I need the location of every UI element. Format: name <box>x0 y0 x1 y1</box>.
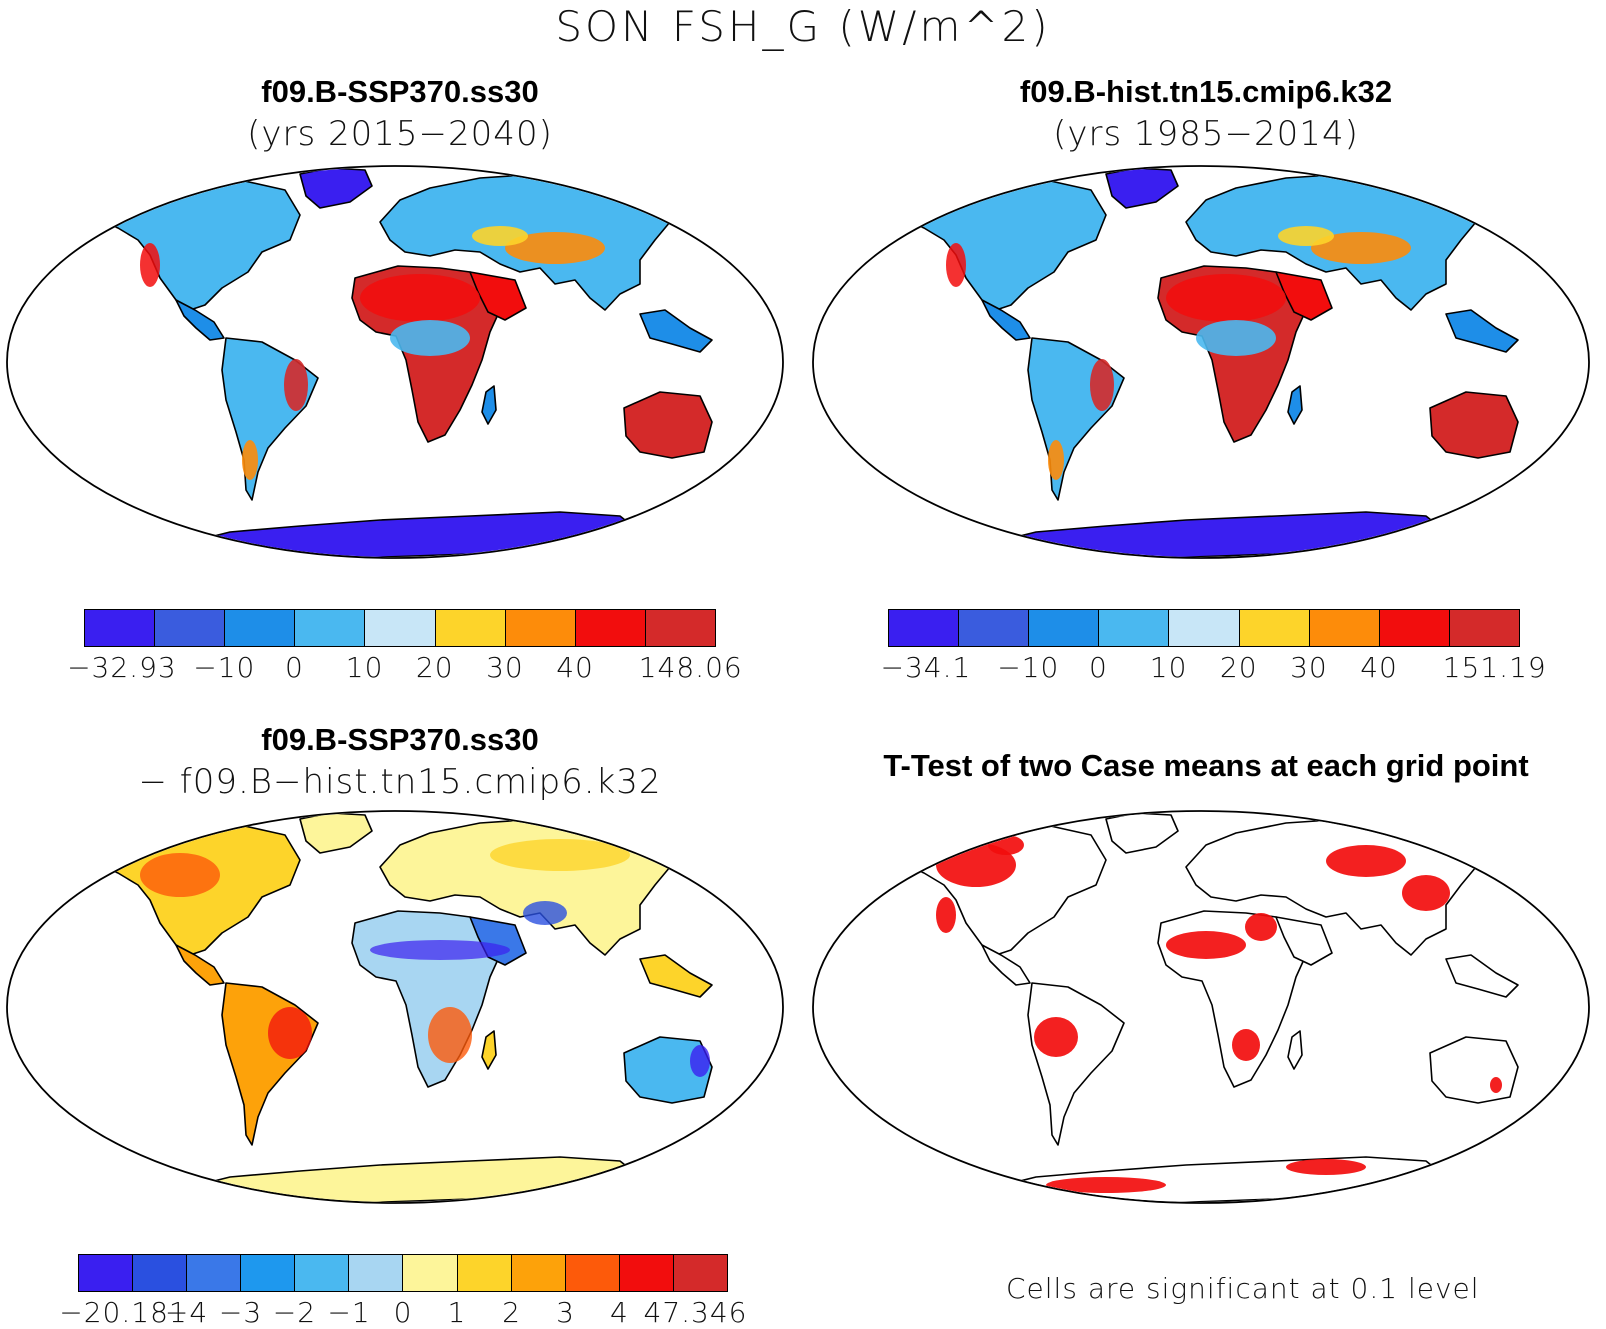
colorbar-label: 1 <box>447 1296 467 1329</box>
colorbar-label: 40 <box>556 651 594 684</box>
colorbar-cell <box>1169 610 1240 646</box>
panel3-title: f09.B-SSP370.ss30 <box>261 722 539 757</box>
colorbar-cell <box>85 610 156 646</box>
colorbar-label: −4 <box>164 1296 209 1329</box>
panel2-subtitle: (yrs 1985−2014) <box>1053 114 1359 154</box>
colorbar-cell <box>457 1255 512 1291</box>
colorbar-label: −32.93 <box>67 651 177 684</box>
colorbar-cell <box>673 1255 727 1291</box>
figure-title: SON FSH_G (W/m^2) <box>555 2 1051 51</box>
colorbar-cell <box>365 610 436 646</box>
colorbar-3 <box>78 1254 728 1292</box>
colorbar-label: −3 <box>218 1296 263 1329</box>
colorbar-cell <box>295 610 366 646</box>
colorbar-cell <box>1099 610 1170 646</box>
colorbar-cell <box>155 610 226 646</box>
colorbar-label: −10 <box>997 651 1060 684</box>
colorbar-cell <box>187 1255 242 1291</box>
colorbar-label: 10 <box>345 651 384 684</box>
colorbar-cell <box>79 1255 134 1291</box>
colorbar-label: 3 <box>556 1296 575 1329</box>
colorbar-label: 148.06 <box>638 651 743 684</box>
map-panel-4 <box>812 810 1590 1204</box>
colorbar-label: 0 <box>1089 651 1108 684</box>
colorbar-label: 151.19 <box>1442 651 1547 684</box>
map-panel-2 <box>812 165 1590 559</box>
panel3-subtitle: − f09.B−hist.tn15.cmip6.k32 <box>138 762 662 802</box>
significance-note: Cells are significant at 0.1 level <box>1006 1272 1480 1305</box>
colorbar-label: −2 <box>272 1296 317 1329</box>
colorbar-cell <box>1029 610 1100 646</box>
colorbar-cell <box>889 610 960 646</box>
colorbar-label: 30 <box>1290 651 1328 684</box>
colorbar-label: 2 <box>502 1296 521 1329</box>
colorbar-label: 4 <box>610 1296 629 1329</box>
colorbar-cell <box>959 610 1030 646</box>
colorbar-cell <box>403 1255 458 1291</box>
panel4-title: T-Test of two Case means at each grid po… <box>883 748 1529 783</box>
colorbar-cell <box>1379 610 1450 646</box>
colorbar-cell <box>619 1255 674 1291</box>
colorbar-label: 20 <box>1219 651 1258 684</box>
colorbar-cell <box>133 1255 188 1291</box>
colorbar-cell <box>295 1255 350 1291</box>
colorbar-cell <box>505 610 576 646</box>
colorbar-cell <box>1239 610 1310 646</box>
colorbar-cell <box>241 1255 296 1291</box>
colorbar-cell <box>225 610 296 646</box>
colorbar-cell <box>511 1255 566 1291</box>
colorbar-cell <box>435 610 506 646</box>
colorbar-label: 20 <box>415 651 454 684</box>
colorbar-label: 47.346 <box>643 1296 748 1329</box>
colorbar-cell <box>1449 610 1519 646</box>
colorbar-2 <box>888 609 1520 647</box>
colorbar-label: 10 <box>1149 651 1188 684</box>
colorbar-label: 30 <box>486 651 524 684</box>
colorbar-label: −34.1 <box>880 651 972 684</box>
colorbar-cell <box>1309 610 1380 646</box>
panel2-title: f09.B-hist.tn15.cmip6.k32 <box>1019 74 1393 109</box>
colorbar-cell <box>575 610 646 646</box>
colorbar-label: 0 <box>285 651 304 684</box>
map-panel-1 <box>6 165 784 559</box>
colorbar-label: −1 <box>327 1296 371 1329</box>
colorbar-1 <box>84 609 716 647</box>
colorbar-cell <box>565 1255 620 1291</box>
panel1-subtitle: (yrs 2015−2040) <box>247 114 553 154</box>
map-panel-3 <box>6 810 784 1204</box>
colorbar-cell <box>349 1255 404 1291</box>
panel1-title: f09.B-SSP370.ss30 <box>261 74 539 109</box>
colorbar-label: 40 <box>1360 651 1398 684</box>
colorbar-cell <box>645 610 715 646</box>
colorbar-label: 0 <box>393 1296 413 1329</box>
colorbar-label: −10 <box>193 651 256 684</box>
